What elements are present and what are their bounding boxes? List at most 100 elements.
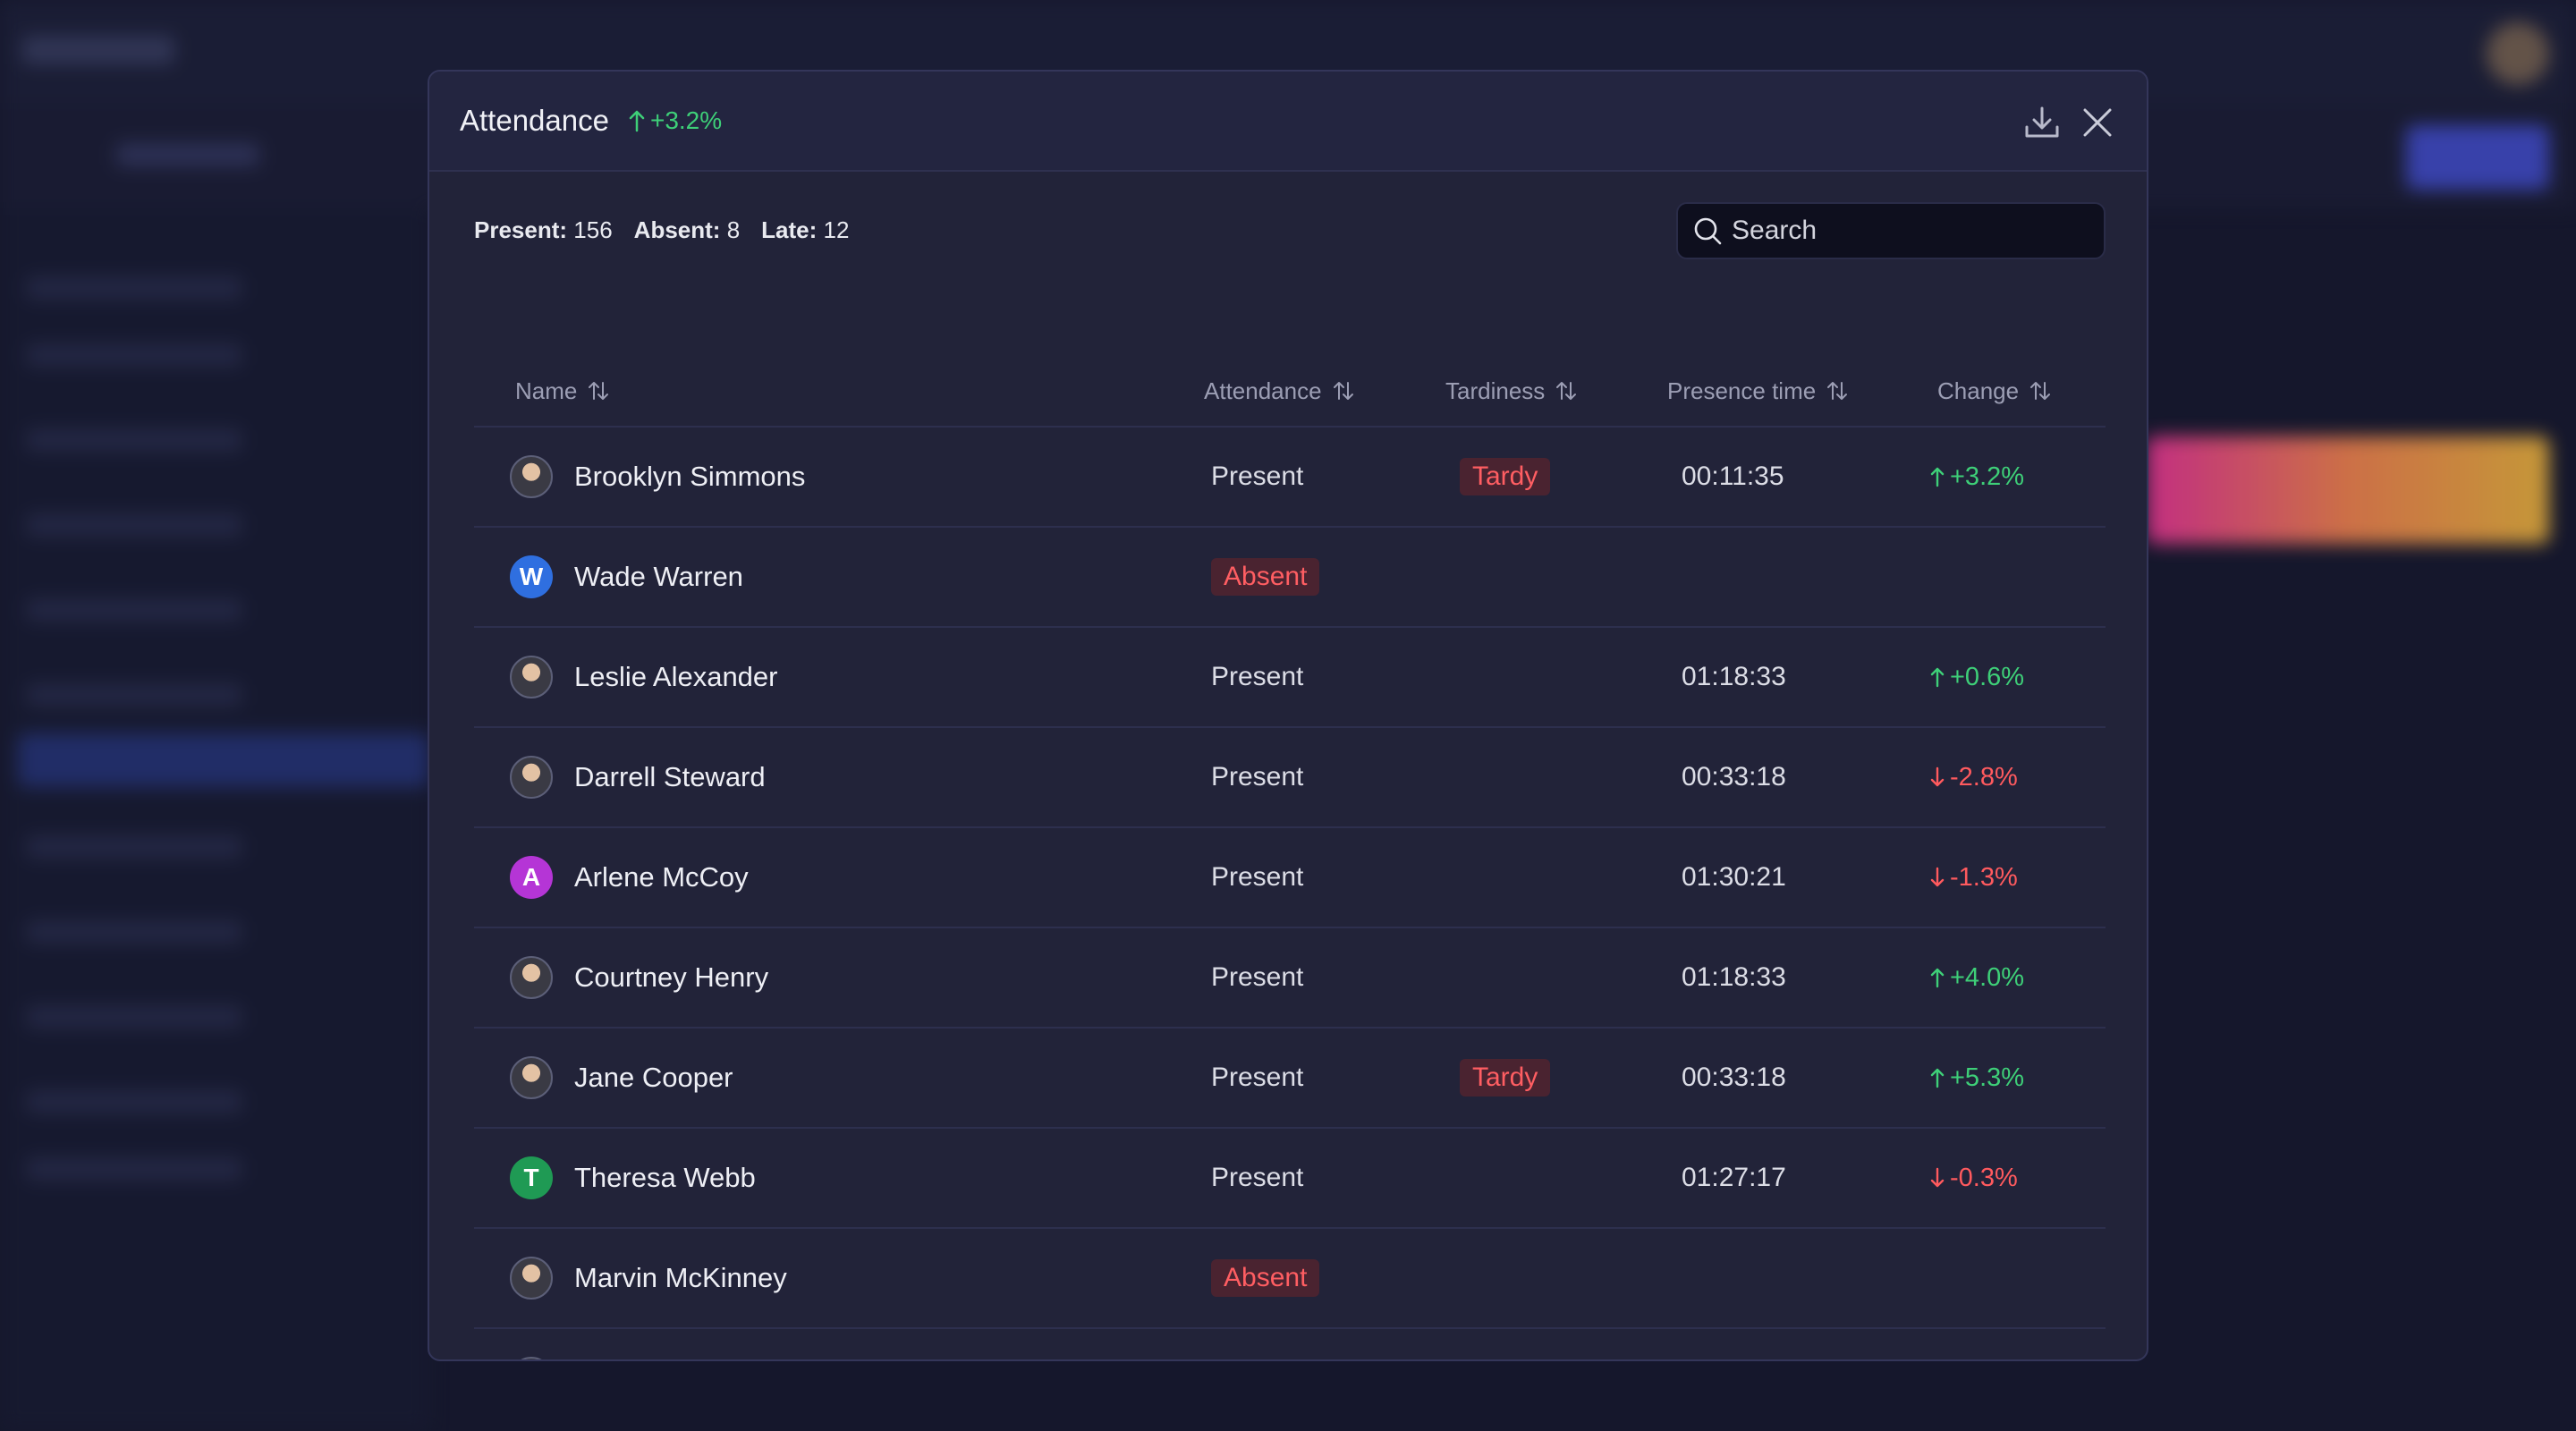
- tardiness-badge: Tardy: [1460, 1059, 1551, 1097]
- bg-sidebar-item: [27, 836, 242, 858]
- search-input[interactable]: [1732, 216, 2089, 246]
- presence-time: 00:33:18: [1682, 1063, 1786, 1092]
- table-row[interactable]: Leslie Alexander Present 01:18:33 +0.6%: [474, 628, 2106, 728]
- bg-gradient-card: [2147, 436, 2549, 544]
- bg-sidebar-item: [27, 684, 242, 706]
- table-row[interactable]: W Wade Warren Absent: [474, 528, 2106, 628]
- bg-sidebar-item: [27, 599, 242, 621]
- table-row[interactable]: T Theresa Webb Present 01:27:17 -0.3%: [474, 1129, 2106, 1229]
- presence-time: 01:27:17: [1682, 1163, 1786, 1192]
- search-icon: [1694, 217, 1722, 245]
- summary-absent-value: 8: [726, 216, 741, 243]
- avatar-initial: W: [519, 563, 544, 590]
- column-header-change[interactable]: Change: [1937, 377, 2051, 405]
- change-value: +3.2%: [1950, 461, 2025, 491]
- presence-time-cell: 00:11:35: [1682, 428, 1784, 526]
- attendance-cell: Present: [1211, 1029, 1303, 1127]
- column-header-presence-time[interactable]: Presence time: [1667, 377, 1848, 405]
- close-icon[interactable]: [2077, 102, 2118, 143]
- sort-icon: [589, 382, 609, 400]
- attendance-status: Present: [1211, 1063, 1304, 1092]
- person-name: Marvin McKinney: [574, 1262, 787, 1293]
- attendance-cell: Present: [1211, 728, 1303, 826]
- summary-absent: Absent: 8: [634, 216, 740, 244]
- bg-sidebar-active-item: [18, 733, 429, 787]
- column-header-tardiness[interactable]: Tardiness: [1445, 377, 1577, 405]
- summary-present-label: Present:: [474, 216, 568, 243]
- arrow-up-icon: [1930, 1068, 1945, 1088]
- bg-sidebar-item: [27, 277, 242, 299]
- change-value: +4.0%: [1950, 962, 2025, 992]
- person-name: Wade Warren: [574, 561, 743, 592]
- name-cell: Marvin McKinney: [510, 1229, 787, 1327]
- avatar: A: [510, 856, 553, 899]
- presence-time-cell: 00:33:18: [1682, 728, 1786, 826]
- column-header-label: Attendance: [1204, 377, 1322, 404]
- attendance-cell: Present: [1211, 428, 1303, 526]
- attendance-modal: Attendance +3.2% Present: 156 Absent: 8: [428, 70, 2148, 1361]
- change-value: -2.8%: [1950, 762, 2018, 792]
- attendance-status: Present: [1211, 962, 1304, 992]
- arrow-down-icon: [1930, 867, 1945, 887]
- person-name: Brooklyn Simmons: [574, 461, 806, 492]
- table-row[interactable]: A Arlene McCoy Present 01:30:21 -1.3%: [474, 828, 2106, 928]
- summary-absent-label: Absent:: [633, 216, 721, 243]
- table-row[interactable]: Jacob Jones Present 01:30:21 -2.8%: [474, 1329, 2106, 1359]
- presence-time-cell: 01:18:33: [1682, 628, 1786, 726]
- avatar: W: [510, 555, 553, 598]
- bg-sidebar-item: [27, 921, 242, 943]
- tardiness-cell: Tardy: [1460, 1029, 1551, 1127]
- change-cell: +3.2%: [1930, 428, 2024, 526]
- name-cell: Brooklyn Simmons: [510, 428, 805, 526]
- attendance-cell: Present: [1211, 928, 1303, 1027]
- attendance-cell: Present: [1211, 1329, 1303, 1359]
- bg-sidebar-item: [27, 1158, 242, 1180]
- arrow-down-icon: [1930, 1167, 1945, 1188]
- presence-time: 01:30:21: [1682, 862, 1786, 892]
- sort-icon: [1827, 382, 1848, 400]
- presence-time-cell: 01:30:21: [1682, 828, 1786, 927]
- attendance-cell: Present: [1211, 628, 1303, 726]
- search-box[interactable]: [1676, 202, 2106, 259]
- attendance-cell: Present: [1211, 828, 1303, 927]
- presence-time: 01:18:33: [1682, 962, 1786, 992]
- avatar: [510, 1257, 553, 1300]
- presence-time-cell: 01:30:21: [1682, 1329, 1786, 1359]
- attendance-cell: Absent: [1211, 528, 1320, 626]
- summary-late-label: Late:: [761, 216, 818, 243]
- title-change-value: +3.2%: [649, 106, 723, 134]
- person-name: Darrell Steward: [574, 761, 766, 792]
- avatar: [510, 756, 553, 799]
- table-row[interactable]: Darrell Steward Present 00:33:18 -2.8%: [474, 728, 2106, 828]
- presence-time-cell: 01:27:17: [1682, 1129, 1786, 1227]
- arrow-up-icon: [1930, 968, 1945, 988]
- arrow-up-icon: [1930, 667, 1945, 688]
- avatar: [510, 1357, 553, 1359]
- table-row[interactable]: Marvin McKinney Absent: [474, 1229, 2106, 1329]
- sort-icon: [2030, 382, 2051, 400]
- tardiness-badge: Tardy: [1460, 458, 1551, 495]
- avatar: [510, 1056, 553, 1099]
- title-change: +3.2%: [629, 106, 722, 135]
- avatar: [510, 656, 553, 699]
- bg-subbar-title: [116, 143, 259, 166]
- table-row[interactable]: Courtney Henry Present 01:18:33 +4.0%: [474, 928, 2106, 1029]
- table-row[interactable]: Jane Cooper Present Tardy 00:33:18 +5.3%: [474, 1029, 2106, 1129]
- download-icon[interactable]: [2021, 102, 2063, 143]
- table-body: Brooklyn Simmons Present Tardy 00:11:35 +3.2…: [474, 428, 2106, 1359]
- summary-late-value: 12: [823, 216, 850, 243]
- column-header-label: Change: [1937, 377, 2020, 404]
- change-cell: +5.3%: [1930, 1029, 2024, 1127]
- attendance-status: Present: [1211, 461, 1304, 491]
- column-header-label: Presence time: [1667, 377, 1817, 404]
- change-value: +0.6%: [1950, 662, 2025, 691]
- table-row[interactable]: Brooklyn Simmons Present Tardy 00:11:35 +3.2…: [474, 428, 2106, 528]
- column-header-name[interactable]: Name: [515, 377, 609, 405]
- change-value: +5.3%: [1950, 1063, 2025, 1092]
- name-cell: Jane Cooper: [510, 1029, 733, 1127]
- column-header-attendance[interactable]: Attendance: [1204, 377, 1354, 405]
- attendance-badge: Absent: [1211, 1259, 1320, 1297]
- person-name: Leslie Alexander: [574, 661, 778, 692]
- person-name: Theresa Webb: [574, 1162, 756, 1193]
- presence-time-cell: 01:18:33: [1682, 928, 1786, 1027]
